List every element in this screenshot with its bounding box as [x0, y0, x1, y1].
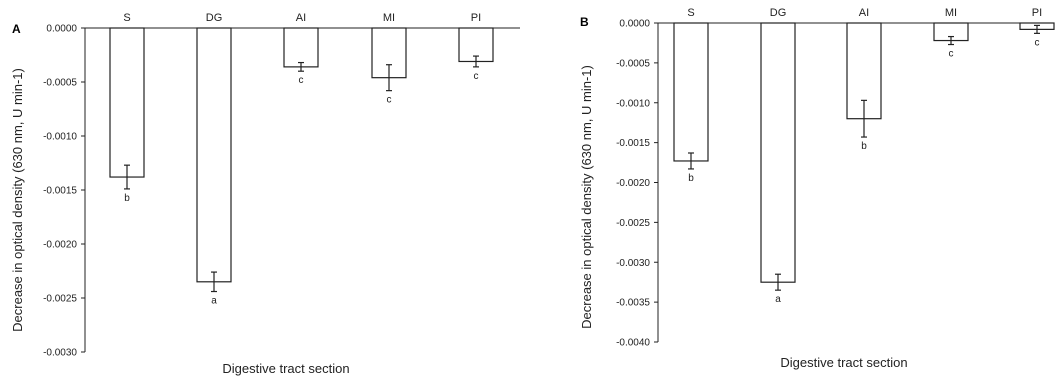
x-axis-label-b: Digestive tract section: [780, 355, 907, 370]
y-axis-label-b: Decrease in optical density (630 nm, U m…: [579, 65, 594, 329]
y-tick-label-a: 0.0000: [46, 24, 77, 35]
significance-label-mi: c: [387, 95, 392, 106]
bar-s: [673, 22, 709, 162]
y-axis-label-a: Decrease in optical density (630 nm, U m…: [10, 68, 25, 332]
y-tick-label-a: -0.0005: [43, 78, 77, 89]
y-tick-label-b: -0.0020: [616, 178, 650, 189]
significance-label-s: b: [688, 173, 694, 184]
category-label-s: S: [123, 12, 130, 24]
y-tick-label-b: -0.0025: [616, 218, 650, 229]
y-tick-label-b: -0.0005: [616, 58, 650, 69]
category-label-pi: PI: [1032, 7, 1042, 19]
bars-b: Sb DG a AI b MI c PI c: [673, 7, 1055, 305]
bar-dg: [760, 22, 796, 283]
y-tick-label-a: -0.0015: [43, 186, 77, 197]
significance-label-dg: a: [211, 296, 217, 307]
significance-label-ai: b: [861, 141, 867, 152]
category-label-dg: DG: [770, 7, 787, 19]
y-tick-label-b: -0.0040: [616, 338, 650, 349]
bar-dg: [196, 27, 232, 283]
category-label-mi: MI: [383, 12, 395, 24]
significance-label-s: b: [124, 193, 130, 204]
chart-panel-b: B 0.0000 -0.0005 -0.0010 -0.0015 -0.0020 -0.0…: [579, 7, 1055, 370]
y-tick-label-a: -0.0020: [43, 240, 77, 251]
y-tick-label-a: -0.0025: [43, 294, 77, 305]
category-label-ai: AI: [859, 7, 869, 19]
y-tick-label-a: -0.0010: [43, 132, 77, 143]
category-label-ai: AI: [296, 12, 306, 24]
y-tick-label-b: -0.0030: [616, 258, 650, 269]
bar-ai: [283, 27, 319, 68]
x-axis-label-a: Digestive tract section: [222, 361, 349, 376]
y-tick-label-b: 0.0000: [619, 19, 650, 30]
category-label-mi: MI: [945, 7, 957, 19]
significance-label-pi: c: [474, 71, 479, 82]
y-axis-a: 0.0000 -0.0005 -0.0010 -0.0015 -0.0020 -0.002…: [43, 24, 520, 359]
significance-label-ai: c: [299, 75, 304, 86]
panel-label-b: B: [580, 15, 589, 29]
panel-label-a: A: [12, 22, 21, 36]
chart-panel-a: A 0.0000 -0.0005 -0.0010 -0.0015 -0.0020 -0.0…: [10, 12, 520, 376]
y-tick-label-b: -0.0015: [616, 138, 650, 149]
category-label-dg: DG: [206, 12, 223, 24]
significance-label-dg: a: [775, 294, 781, 305]
significance-label-pi: c: [1035, 37, 1040, 48]
category-label-pi: PI: [471, 12, 481, 24]
bar-s: [109, 27, 145, 178]
y-tick-label-b: -0.0035: [616, 298, 650, 309]
y-tick-label-a: -0.0030: [43, 348, 77, 359]
y-tick-label-b: -0.0010: [616, 98, 650, 109]
bars-a: Sb DG a AI c MI c PI c: [109, 12, 494, 307]
significance-label-mi: c: [949, 49, 954, 60]
category-label-s: S: [687, 7, 694, 19]
